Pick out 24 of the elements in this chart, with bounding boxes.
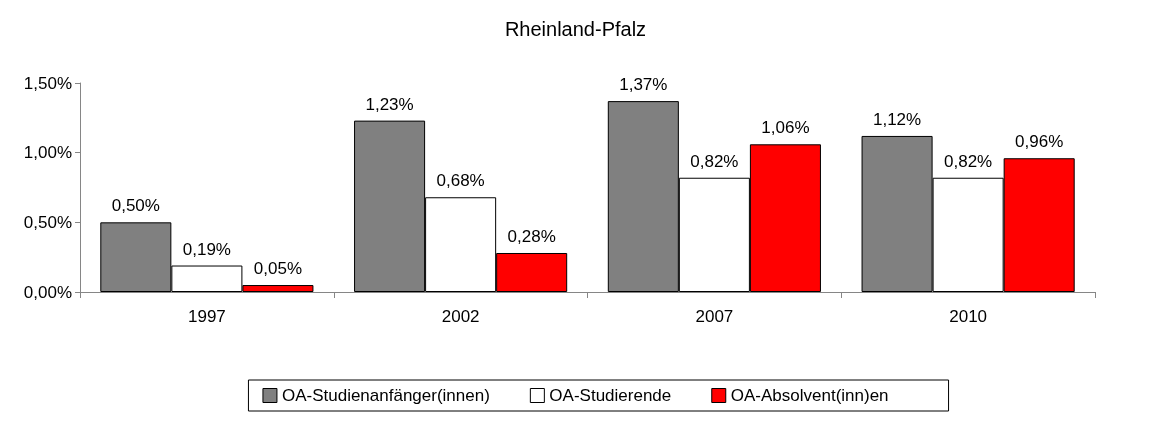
x-tick-label: 2010	[949, 307, 988, 326]
y-tick-label: 0,00%	[23, 282, 72, 302]
x-tick-label: 2002	[441, 307, 480, 326]
y-tick-label: 0,50%	[23, 212, 72, 232]
data-label: 0,05%	[253, 259, 303, 279]
data-label: 0,96%	[1015, 132, 1064, 152]
data-label: 1,06%	[761, 118, 810, 138]
y-tick-label: 1,50%	[23, 73, 72, 93]
legend-label: OA-Absolvent(inn)en	[730, 386, 889, 405]
y-tick-label: 1,00%	[23, 143, 72, 163]
data-label: 1,12%	[872, 109, 922, 129]
data-label: 0,68%	[436, 171, 485, 191]
x-tick-label: 2007	[695, 307, 734, 326]
x-tick-label: 1997	[187, 307, 226, 326]
data-label: 0,19%	[182, 239, 231, 259]
data-label: 0,50%	[111, 196, 160, 216]
data-label: 0,28%	[507, 226, 556, 246]
data-label: 1,37%	[619, 75, 668, 95]
legend-label: OA-Studierende	[549, 386, 672, 405]
data-label: 0,82%	[690, 151, 739, 171]
legend-label: OA-Studienanfänger(innen)	[281, 386, 490, 405]
chart-title: Rheinland-Pfalz	[504, 18, 647, 40]
data-label: 0,82%	[944, 151, 993, 171]
data-label: 1,23%	[365, 94, 414, 114]
